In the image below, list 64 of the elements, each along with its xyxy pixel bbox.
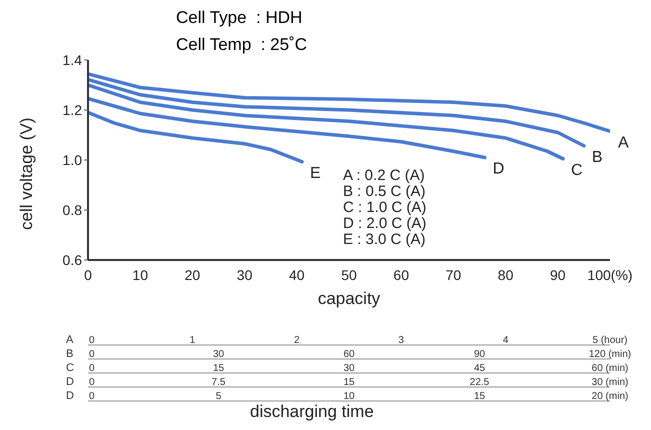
series-label: B [592,148,603,166]
x-tick-label: 40 [289,267,305,283]
x-tick-label: 0 [84,267,92,283]
text: 15 [212,363,224,374]
text: 90 [474,349,486,360]
line-series [88,110,304,164]
series-label: E [310,164,321,182]
x2-axis-title: A [66,334,74,346]
x2-tick-label: 0 [89,335,95,346]
text: discharging time [250,402,374,422]
x-tick-label: 80 [498,267,514,283]
text: 30 [343,363,355,374]
text: 22.5 [470,377,490,388]
chart-subtitle: Cell Temp : 25˚C [176,35,308,55]
y-tick-label: 0.8 [62,202,82,218]
text: 15 [474,391,486,402]
y-tick-label: 1.0 [62,152,82,168]
x-tick-label: 70 [446,267,462,283]
text: 60 [343,349,355,360]
y-tick-label: 1.2 [62,102,82,118]
annotation: B : 0.5 C (A) [343,183,426,200]
text: 7.5 [212,377,226,388]
annotation: A : 0.2 C (A) [343,167,426,184]
x2-tick-label: 3 [398,335,404,346]
text: 0 [89,363,95,374]
line-series [88,96,486,160]
y-tick-label: 1.4 [62,52,82,68]
text: 0 [89,391,95,402]
text: 20 (min) [592,391,628,402]
x-axis-title: capacity [318,289,381,308]
x-tick-label: 20 [184,267,200,283]
text: 30 [212,349,224,360]
chart-title: Cell Type : HDH [176,8,302,28]
x-tick-label: 30 [236,267,253,283]
x-tick-label: 90 [550,267,566,283]
x-tick-label: 100(%) [587,267,633,283]
text: 0 [89,377,95,388]
series-label: A [618,134,629,152]
y-tick-label: 0.6 [62,252,82,268]
text: B [66,348,74,360]
text: C [66,362,74,374]
series-label: C [571,162,583,179]
text: 15 [343,377,355,388]
series-label: D [492,160,504,178]
x2-tick-label: 1 [190,335,196,346]
annotation: D : 2.0 C (A) [343,215,426,232]
annotation: C : 1.0 C (A) [343,199,426,216]
annotation: E : 3.0 C (A) [343,231,426,248]
text: 60 (min) [592,363,628,374]
text: D [66,390,74,402]
text: 45 [474,363,486,374]
text: 10 [343,391,355,402]
x-tick-label: 60 [393,267,410,283]
text: 30 (min) [592,377,628,388]
x2-tick-label: 4 [502,335,509,346]
text: 5 [216,391,222,402]
x-tick-label: 50 [341,267,357,283]
x2-tick-label: 2 [294,335,300,346]
x2-tick-label: 5 (hour) [592,335,628,346]
text: D [66,376,74,388]
text: 120 (min) [588,349,632,360]
x-tick-label: 10 [132,267,148,283]
text: 0 [89,349,95,360]
y-axis-title: cell voltage (V) [17,118,36,230]
